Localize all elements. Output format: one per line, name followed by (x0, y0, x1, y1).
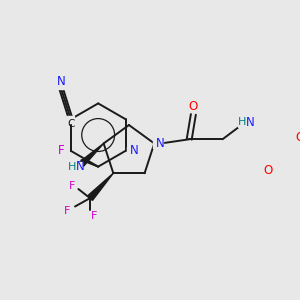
Text: F: F (64, 206, 70, 216)
Text: N: N (130, 144, 138, 157)
Polygon shape (88, 173, 113, 200)
Bar (263, 166, 273, 174)
Text: F: F (68, 181, 75, 191)
Bar (188, 103, 198, 112)
Bar (68, 163, 82, 171)
Text: H: H (68, 162, 76, 172)
Bar (294, 134, 300, 142)
Text: N: N (246, 116, 254, 129)
Text: N: N (156, 137, 164, 150)
Bar (58, 82, 64, 89)
Text: O: O (295, 131, 300, 144)
Bar (238, 118, 253, 127)
Bar (68, 116, 74, 122)
Text: H: H (238, 117, 247, 127)
Bar (127, 147, 137, 155)
Bar (153, 139, 164, 148)
Bar (58, 147, 67, 155)
Text: N: N (76, 160, 84, 173)
Text: O: O (264, 164, 273, 177)
Text: F: F (58, 144, 64, 157)
Text: C: C (67, 119, 74, 129)
Polygon shape (80, 143, 103, 166)
Text: O: O (189, 100, 198, 113)
Text: N: N (56, 75, 65, 88)
Text: F: F (91, 212, 98, 221)
